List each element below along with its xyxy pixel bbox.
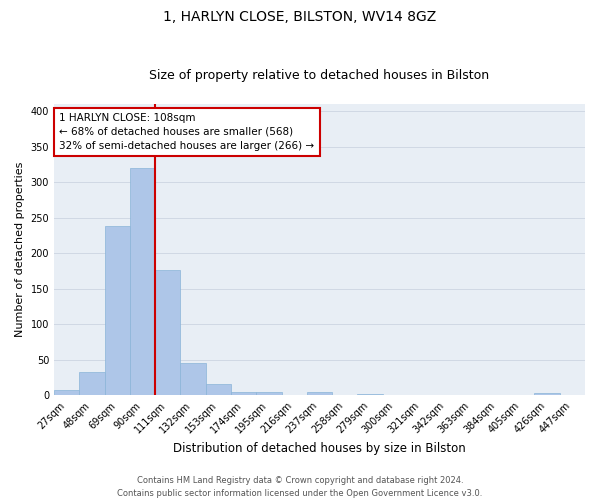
- Y-axis label: Number of detached properties: Number of detached properties: [15, 162, 25, 338]
- Bar: [79, 372, 104, 396]
- Title: Size of property relative to detached houses in Bilston: Size of property relative to detached ho…: [149, 69, 490, 82]
- Text: Contains HM Land Registry data © Crown copyright and database right 2024.
Contai: Contains HM Land Registry data © Crown c…: [118, 476, 482, 498]
- Text: 1 HARLYN CLOSE: 108sqm
← 68% of detached houses are smaller (568)
32% of semi-de: 1 HARLYN CLOSE: 108sqm ← 68% of detached…: [59, 112, 314, 150]
- Bar: [307, 392, 332, 396]
- Bar: [130, 168, 155, 396]
- Text: 1, HARLYN CLOSE, BILSTON, WV14 8GZ: 1, HARLYN CLOSE, BILSTON, WV14 8GZ: [163, 10, 437, 24]
- Bar: [535, 393, 560, 396]
- Bar: [181, 364, 206, 396]
- X-axis label: Distribution of detached houses by size in Bilston: Distribution of detached houses by size …: [173, 442, 466, 455]
- Bar: [231, 392, 256, 396]
- Bar: [358, 394, 383, 396]
- Bar: [206, 384, 231, 396]
- Bar: [256, 392, 281, 396]
- Bar: [54, 390, 79, 396]
- Bar: [104, 226, 130, 396]
- Bar: [155, 270, 181, 396]
